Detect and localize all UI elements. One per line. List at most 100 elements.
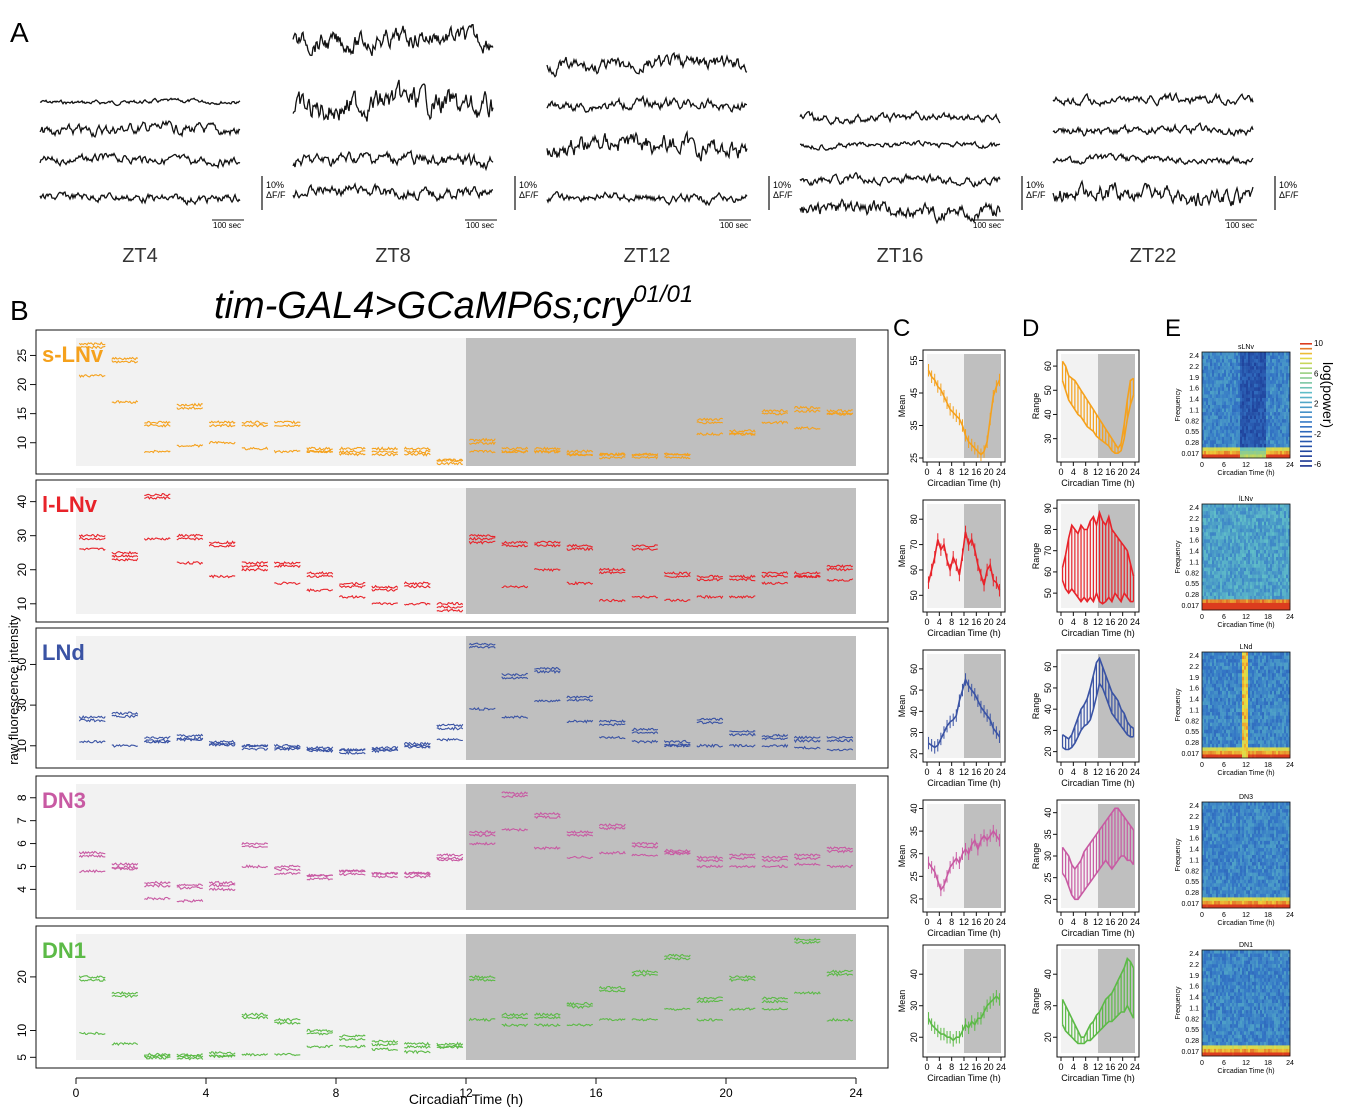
spectrogram-cell bbox=[1206, 690, 1209, 695]
spectrogram-cell bbox=[1212, 535, 1215, 540]
spectrogram-cell bbox=[1266, 571, 1269, 575]
spectrogram-cell bbox=[1262, 376, 1265, 381]
spectrogram-cell bbox=[1254, 419, 1257, 423]
x-tick-label: 4 bbox=[937, 467, 942, 477]
spectrogram-cell bbox=[1282, 754, 1285, 759]
spectrogram-cell bbox=[1206, 352, 1209, 356]
spectrogram-cell bbox=[1288, 560, 1291, 565]
spectrogram-cell bbox=[1278, 366, 1281, 370]
spectrogram-cell bbox=[1216, 532, 1219, 537]
spectrogram-cell bbox=[1208, 369, 1211, 374]
spectrogram-cell bbox=[1284, 567, 1287, 572]
spectrogram-cell bbox=[1206, 412, 1209, 416]
spectrogram-cell bbox=[1262, 553, 1265, 558]
spectrogram-cell bbox=[1206, 390, 1209, 395]
raster-segment bbox=[728, 856, 756, 860]
spectrogram-cell bbox=[1214, 366, 1217, 370]
spectrogram-cell bbox=[1278, 415, 1281, 420]
spectrogram-cell bbox=[1230, 383, 1233, 388]
spectrogram-cell bbox=[1256, 366, 1259, 370]
spectrogram-cell bbox=[1258, 701, 1261, 706]
spectrogram-cell bbox=[1204, 662, 1207, 667]
spectrogram-cell bbox=[1236, 450, 1239, 455]
spectrogram-cell bbox=[1224, 560, 1227, 565]
spectrogram-cell bbox=[1204, 447, 1207, 452]
spectrogram-cell bbox=[1216, 733, 1219, 738]
spectrogram-cell bbox=[1254, 422, 1257, 427]
spectrogram-cell bbox=[1238, 369, 1241, 374]
spectrogram-cell bbox=[1280, 719, 1283, 723]
spectrogram-cell bbox=[1268, 722, 1271, 727]
spectrogram-cell bbox=[1252, 433, 1255, 438]
spectrogram-cell bbox=[1208, 383, 1211, 388]
panel-letter-e: E bbox=[1165, 315, 1181, 342]
spectrogram-cell bbox=[1224, 436, 1227, 441]
spectrogram-cell bbox=[1246, 690, 1249, 695]
spectrogram-cell bbox=[1226, 443, 1229, 448]
spectrogram-cell bbox=[1248, 525, 1251, 530]
spectrogram-cell bbox=[1270, 585, 1273, 590]
spectrogram-cell bbox=[1204, 397, 1207, 402]
raster-segment bbox=[794, 426, 821, 431]
spectrogram-cell bbox=[1212, 405, 1215, 409]
spectrogram-cell bbox=[1252, 574, 1255, 579]
spectrogram-cell bbox=[1230, 535, 1233, 540]
spectrogram-cell bbox=[1218, 726, 1221, 731]
spectrogram-cell bbox=[1260, 571, 1263, 575]
spectrogram-cell bbox=[1276, 383, 1279, 388]
spectrogram-cell bbox=[1252, 715, 1255, 720]
spectrogram-cell bbox=[1268, 750, 1271, 755]
spectrogram-cell bbox=[1216, 433, 1219, 438]
spectrogram-cell bbox=[1256, 514, 1259, 519]
spectrogram-cell bbox=[1228, 574, 1231, 579]
spectrogram-cell bbox=[1286, 602, 1289, 607]
group-label-zt8: ZT8 bbox=[375, 245, 411, 267]
spectrogram-cell bbox=[1218, 697, 1221, 702]
spectrogram-cell bbox=[1234, 359, 1237, 363]
spectrogram-cell bbox=[1236, 557, 1239, 561]
spectrogram-cell bbox=[1218, 532, 1221, 537]
spectrogram-cell bbox=[1272, 528, 1275, 533]
spectrogram-cell bbox=[1276, 532, 1279, 537]
raster-segment bbox=[793, 739, 821, 744]
spectrogram-cell bbox=[1232, 397, 1235, 402]
y-axis-label: Range bbox=[1031, 988, 1041, 1015]
spectrogram-cell bbox=[1228, 362, 1231, 367]
spectrogram-cell bbox=[1220, 697, 1223, 702]
dark-phase-shading bbox=[964, 504, 1001, 608]
x-axis-label: Circadian Time (h) bbox=[927, 478, 1001, 488]
spectrogram-cell bbox=[1240, 719, 1243, 723]
spectrogram-cell bbox=[1224, 535, 1227, 540]
spectrogram-cell bbox=[1212, 369, 1215, 374]
spectrogram-cell bbox=[1256, 747, 1259, 752]
spectrogram-cell bbox=[1236, 659, 1239, 663]
spectrogram-cell bbox=[1212, 708, 1215, 713]
spectrogram-cell bbox=[1264, 380, 1267, 385]
spectrogram-frame bbox=[1201, 351, 1291, 459]
spectrogram-cell bbox=[1260, 528, 1263, 533]
spectrogram-cell bbox=[1214, 606, 1217, 611]
spectrogram-cell bbox=[1280, 415, 1283, 420]
spectrogram-cell bbox=[1202, 352, 1205, 356]
spectrogram-cell bbox=[1276, 433, 1279, 438]
spectrogram-cell bbox=[1262, 726, 1265, 731]
spectrogram-cell bbox=[1284, 401, 1287, 406]
spectrogram-cell bbox=[1266, 722, 1269, 727]
spectrogram-cell bbox=[1278, 511, 1281, 515]
spectrogram-cell bbox=[1262, 652, 1265, 656]
spectrogram-cell bbox=[1278, 719, 1281, 723]
spectrogram-cell bbox=[1262, 712, 1265, 716]
spectrogram-cell bbox=[1206, 521, 1209, 526]
spectrogram-cell bbox=[1230, 355, 1233, 360]
calcium-trace bbox=[546, 94, 748, 114]
spectrogram-cell bbox=[1206, 518, 1209, 522]
spectrogram-cell bbox=[1224, 542, 1227, 547]
spectrogram-cell bbox=[1278, 528, 1281, 533]
spectrogram-cell bbox=[1240, 521, 1243, 526]
spectrogram-cell bbox=[1228, 729, 1231, 734]
spectrogram-cell bbox=[1226, 722, 1229, 727]
spectrogram-cell bbox=[1224, 581, 1227, 586]
raster-segment bbox=[436, 461, 463, 466]
spectrogram-cell bbox=[1220, 405, 1223, 409]
